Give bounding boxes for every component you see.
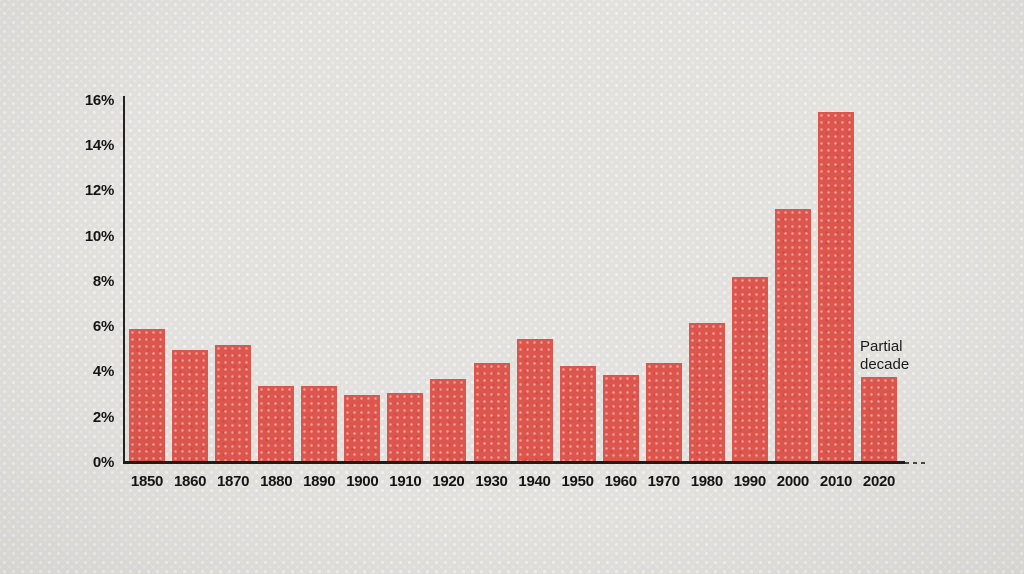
x-label-1960: 1960 <box>604 473 637 490</box>
x-label-1870: 1870 <box>217 473 250 490</box>
x-label-2020: 2020 <box>862 473 896 490</box>
x-label-1940: 1940 <box>518 473 551 490</box>
bar-1920 <box>430 379 467 463</box>
y-tick-8: 8% <box>92 272 114 290</box>
x-label-2000: 2000 <box>776 473 809 490</box>
x-label-1910: 1910 <box>389 473 422 490</box>
y-tick-4: 4% <box>92 363 114 381</box>
bar-1960 <box>602 374 639 463</box>
bar-1930 <box>473 363 510 463</box>
y-tick-6: 6% <box>92 318 114 336</box>
x-label-1900: 1900 <box>346 473 379 490</box>
bar-1900 <box>344 395 381 463</box>
x-label-1890: 1890 <box>303 473 336 490</box>
bar-2010 <box>818 112 854 463</box>
bar-2000 <box>774 209 811 463</box>
x-label-1850: 1850 <box>130 473 164 490</box>
y-tick-10: 10% <box>84 227 114 245</box>
x-axis-line-dashed-extension <box>905 462 929 464</box>
y-axis-line <box>123 96 125 463</box>
bar-1940 <box>516 338 553 463</box>
y-tick-16: 16% <box>84 91 114 109</box>
x-label-1970: 1970 <box>647 473 680 490</box>
y-tick-2: 2% <box>92 408 114 426</box>
y-tick-12: 12% <box>84 182 114 200</box>
x-label-1930: 1930 <box>475 473 508 490</box>
partial-decade-annotation: Partial decade <box>860 338 910 373</box>
bar-1980 <box>688 322 725 463</box>
x-label-1880: 1880 <box>260 473 293 490</box>
x-label-1990: 1990 <box>733 473 766 490</box>
bar-1860 <box>172 349 209 463</box>
bar-1870 <box>215 345 252 463</box>
x-label-1980: 1980 <box>690 473 723 490</box>
bar-1950 <box>559 365 596 463</box>
bar-1880 <box>258 386 295 463</box>
x-label-1950: 1950 <box>561 473 594 490</box>
bar-1970 <box>645 363 682 463</box>
bar-2020 <box>861 377 897 463</box>
bar-1910 <box>387 392 424 463</box>
bar-1890 <box>301 386 338 463</box>
y-tick-0: 0% <box>92 454 114 471</box>
bar-1990 <box>731 277 768 463</box>
x-label-1860: 1860 <box>174 473 207 490</box>
x-label-1920: 1920 <box>432 473 465 490</box>
x-label-2010: 2010 <box>819 473 853 490</box>
y-tick-14: 14% <box>84 137 114 155</box>
bar-1850 <box>129 329 165 463</box>
x-axis-line <box>123 461 905 464</box>
